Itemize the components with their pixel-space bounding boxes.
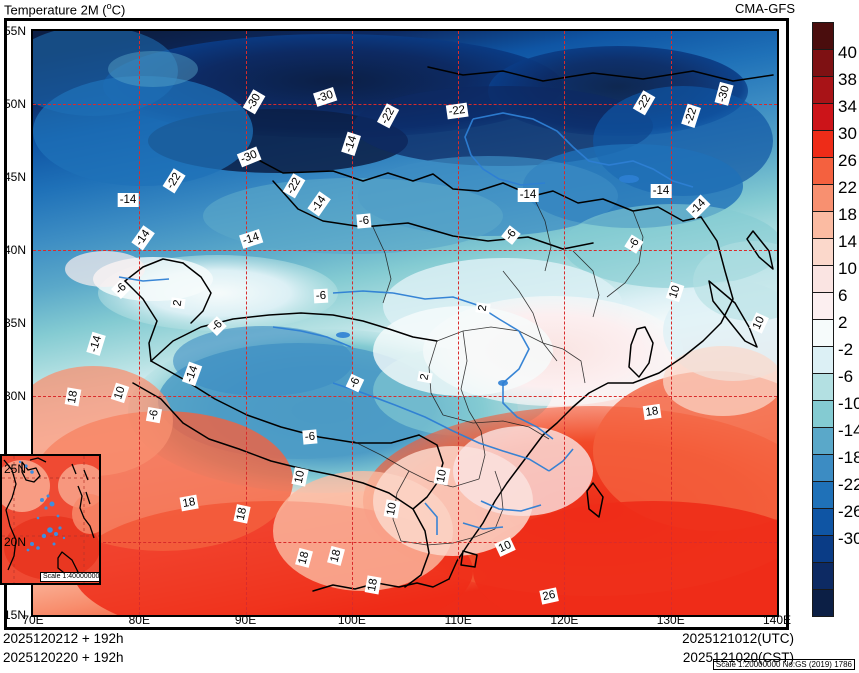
- colorbar-tick-label: 30: [838, 124, 857, 143]
- colorbar-tick-label: 34: [838, 97, 857, 116]
- colorbar-swatch: [812, 481, 834, 509]
- inset-map-svg: [2, 456, 99, 583]
- colorbar-tick-label: 38: [838, 70, 857, 89]
- title-unit-tail: C): [111, 2, 126, 18]
- lat-tick-25n: 25N: [4, 462, 27, 476]
- colorbar-swatch: [812, 130, 834, 158]
- colorbar-swatch: [812, 508, 834, 536]
- colorbar-tick-label: -22: [838, 475, 859, 494]
- footer-valid-utc: 2025121012(UTC): [682, 631, 794, 646]
- footer-valid-cst: 2025121020(CST): [682, 650, 794, 665]
- lat-tick-35n: 35N: [4, 316, 27, 330]
- colorbar-swatch: [812, 400, 834, 428]
- colorbar-swatch: [812, 535, 834, 563]
- colorbar-swatch: [812, 265, 834, 293]
- contour-label: 10: [433, 466, 451, 486]
- colorbar-tick-label: 22: [838, 178, 857, 197]
- colorbar-swatch: [812, 157, 834, 185]
- contour-label: 2: [475, 301, 491, 315]
- colorbar-tick-label: 26: [838, 151, 857, 170]
- contour-label: -14: [517, 188, 539, 202]
- colorbar-swatch: [812, 76, 834, 104]
- contour-label: -6: [145, 406, 163, 424]
- contour-label: 2: [170, 296, 186, 310]
- colorbar-tick-label: 14: [838, 232, 857, 251]
- map-scale-label: Scale 1:20000000 No:GS (2019) 1786: [712, 659, 855, 670]
- colorbar-swatch: [812, 427, 834, 455]
- footer-init-cst: 2025120220 + 192h: [3, 650, 124, 665]
- colorbar-tick-label: 2: [838, 313, 848, 332]
- colorbar-tick-label: -10: [838, 394, 859, 413]
- colorbar-tick-label: -2: [838, 340, 854, 359]
- contour-label: 10: [383, 499, 401, 519]
- contour-label: -22: [445, 102, 469, 120]
- colorbar-tick-label: 18: [838, 205, 857, 224]
- footer-init-utc: 2025120212 + 192h: [3, 631, 124, 646]
- contour-label: -14: [650, 184, 672, 198]
- contour-label: -6: [313, 288, 329, 304]
- colorbar-tick-label: -30: [838, 529, 859, 548]
- contour-label: 18: [64, 387, 82, 407]
- map-field-svg: [33, 31, 777, 615]
- contour-label: -14: [117, 193, 139, 207]
- lat-tick-20n: 20N: [4, 535, 27, 549]
- lat-tick-15n: 15N: [4, 608, 27, 622]
- footer: 2025120212 + 192h 2025120220 + 192h 2025…: [0, 631, 859, 673]
- model-label: CMA-GFS: [735, 1, 795, 16]
- colorbar-swatch: [812, 184, 834, 212]
- contour-label: 18: [364, 575, 382, 595]
- lat-tick-50n: 50N: [4, 97, 27, 111]
- colorbar-swatch: [812, 22, 834, 50]
- temperature-map[interactable]: -30 -30 -22 -22 -22 -22 -30 -14 -30 -22 -14 -14 -14-…: [31, 29, 779, 617]
- inset-scale-label: Scale 1:40000000: [40, 572, 99, 582]
- colorbar-swatch: [812, 346, 834, 374]
- colorbar-swatch: [812, 319, 834, 347]
- colorbar[interactable]: 40 38 34 30 26 22 18 14 10 6 2 -2 -6 -10 -14 -18 -22 -26 -…: [812, 22, 859, 617]
- colorbar-tick-label: 40: [838, 43, 857, 62]
- colorbar-swatch: [812, 49, 834, 77]
- contour-label: 18: [642, 403, 662, 421]
- contour-label: -6: [302, 429, 318, 445]
- lat-tick-40n: 40N: [4, 243, 27, 257]
- colorbar-swatch: [812, 373, 834, 401]
- colorbar-swatch: [812, 103, 834, 131]
- colorbar-tick-label: -18: [838, 448, 859, 467]
- lat-tick-30n: 30N: [4, 389, 27, 403]
- colorbar-swatch: [812, 454, 834, 482]
- inset-map-south-china-sea[interactable]: Scale 1:40000000: [0, 454, 101, 585]
- degree-symbol: o: [106, 1, 112, 11]
- colorbar-swatch: [812, 292, 834, 320]
- colorbar-swatch: [812, 589, 834, 617]
- lat-tick-45n: 45N: [4, 170, 27, 184]
- colorbar-tick-label: -26: [838, 502, 859, 521]
- colorbar-swatch: [812, 238, 834, 266]
- colorbar-swatch: [812, 562, 834, 590]
- colorbar-swatch: [812, 211, 834, 239]
- contour-label: -6: [356, 213, 372, 229]
- lat-tick-55n: 55N: [4, 24, 27, 38]
- contour-label: 2: [417, 370, 433, 384]
- page-title: Temperature 2M (oC): [4, 1, 125, 17]
- colorbar-tick-label: 6: [838, 286, 848, 305]
- map-raster: -30 -30 -22 -22 -22 -22 -30 -14 -30 -22 -14 -14 -14-…: [33, 31, 777, 615]
- contour-label: 18: [179, 494, 199, 512]
- colorbar-tick-label: 10: [838, 259, 857, 278]
- title-text: Temperature 2M (: [4, 2, 107, 18]
- colorbar-tick-label: -6: [838, 367, 854, 386]
- colorbar-tick-label: -14: [838, 421, 859, 440]
